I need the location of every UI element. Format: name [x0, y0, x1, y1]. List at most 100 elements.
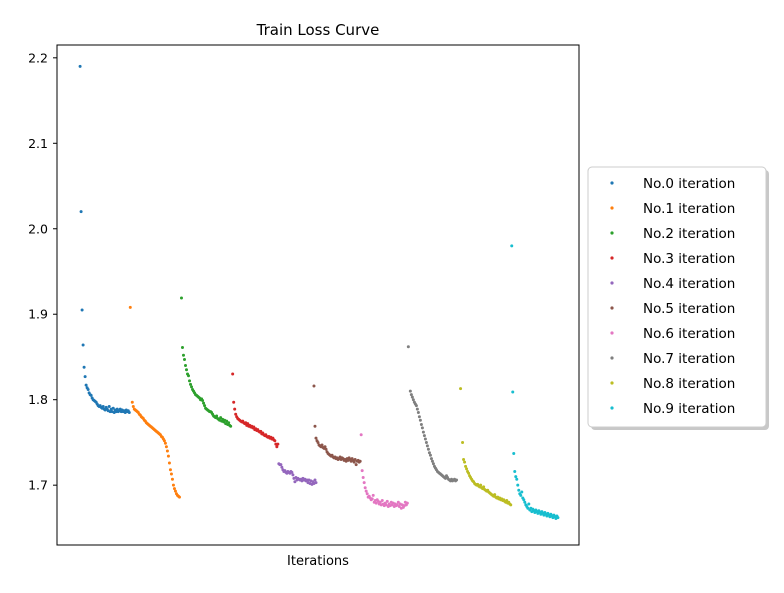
data-point [111, 406, 115, 410]
legend-box [587, 166, 767, 428]
data-point [170, 477, 174, 481]
data-point [384, 503, 388, 507]
y-axis: 1.7 1.8 1.9 2.0 2.1 2.2 [28, 50, 57, 493]
data-point [165, 449, 169, 453]
data-point [183, 364, 187, 368]
data-point [358, 459, 362, 463]
data-point [179, 296, 183, 300]
data-point [86, 387, 90, 391]
data-point [115, 407, 119, 411]
series-5-points [312, 384, 362, 467]
data-point [185, 368, 188, 372]
y-tick-label: 1.7 [28, 478, 48, 493]
data-point [293, 480, 297, 484]
data-point [354, 463, 358, 467]
data-point [252, 425, 256, 429]
plot-frame [56, 44, 580, 546]
data-point [512, 452, 516, 456]
data-point [505, 499, 509, 503]
data-point [201, 399, 205, 403]
data-point [275, 445, 279, 449]
data-point [429, 457, 433, 461]
data-point [173, 489, 177, 493]
series-0-points [78, 64, 131, 415]
data-point [455, 478, 459, 482]
data-point [418, 418, 422, 422]
data-point [279, 463, 283, 467]
series-7-points [406, 345, 459, 483]
data-point [168, 468, 172, 472]
data-point [428, 453, 432, 457]
legend-label: No.6 iteration [643, 326, 735, 342]
legend-label: No.8 iteration [643, 376, 735, 392]
data-point [405, 501, 409, 505]
data-point [380, 499, 384, 503]
legend-label: No.9 iteration [643, 401, 735, 417]
data-point [378, 500, 382, 504]
data-point [80, 308, 84, 312]
data-point [128, 305, 132, 309]
data-point [363, 486, 367, 490]
y-tick-label: 1.8 [28, 392, 48, 407]
data-point [409, 393, 413, 397]
data-point [395, 503, 399, 507]
data-point [231, 372, 235, 376]
legend-label: No.5 iteration [643, 301, 735, 317]
data-point [514, 475, 518, 479]
legend-marker [610, 331, 614, 335]
data-point [203, 404, 207, 408]
data-point [167, 461, 171, 465]
data-point [127, 411, 131, 415]
data-point [397, 505, 401, 509]
data-point [84, 383, 88, 387]
data-point [417, 415, 421, 419]
data-point [493, 493, 497, 497]
data-point [188, 379, 192, 383]
legend-label: No.7 iteration [643, 351, 735, 367]
series-2-points [179, 296, 233, 428]
legend-marker [610, 231, 614, 235]
data-point [408, 389, 412, 393]
data-point [169, 472, 173, 476]
data-point [316, 440, 320, 444]
data-point [163, 441, 167, 445]
data-point [273, 439, 277, 443]
data-point [131, 405, 135, 409]
data-point [312, 384, 316, 388]
data-point [556, 516, 560, 520]
y-tick-label: 2.2 [28, 50, 48, 65]
data-point [421, 430, 425, 434]
data-point [410, 395, 414, 399]
data-point [385, 499, 389, 503]
data-point [362, 481, 366, 485]
data-point [513, 470, 517, 473]
data-point [519, 493, 523, 497]
data-point [182, 358, 186, 362]
data-point [523, 500, 527, 504]
data-point [313, 424, 317, 428]
data-point [431, 462, 435, 466]
series-4-points [277, 462, 318, 486]
data-point [411, 398, 415, 402]
x-axis-label: Iterations [287, 554, 349, 569]
y-tick-label: 2.0 [28, 221, 48, 236]
data-point [414, 404, 418, 408]
legend-marker [610, 181, 614, 185]
data-point [276, 442, 280, 446]
data-point [430, 459, 434, 463]
legend-label: No.0 iteration [643, 176, 735, 192]
data-point [180, 346, 184, 350]
data-point [177, 495, 181, 499]
data-point [353, 458, 357, 462]
data-point [323, 445, 327, 449]
data-point [162, 439, 166, 443]
legend-marker [610, 381, 614, 385]
data-point [181, 353, 185, 357]
data-point [291, 473, 295, 477]
data-point [522, 498, 526, 502]
data-point [374, 501, 378, 505]
data-point [187, 374, 190, 378]
data-point [81, 343, 85, 347]
data-point [420, 426, 424, 430]
